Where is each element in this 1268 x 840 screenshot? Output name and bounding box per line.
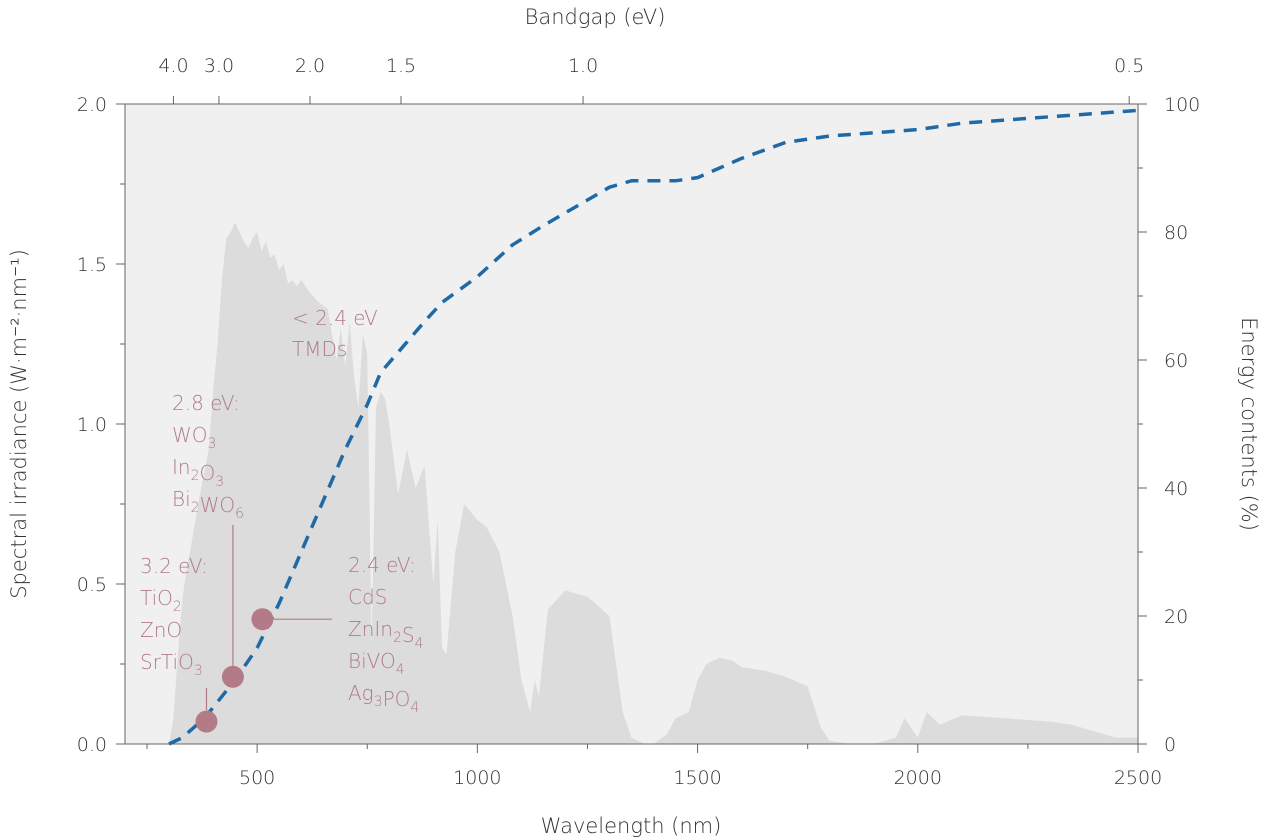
x-axis-title: Wavelength (nm) (541, 814, 722, 838)
top-tick-label: 1.5 (386, 55, 416, 77)
annotation-tmd: < 2.4 eV TMDs (292, 306, 378, 361)
top-axis-title: Bandgap (eV) (525, 5, 666, 29)
y-right-tick-label: 0 (1164, 734, 1176, 756)
annotation-line: 2.8 eV: (172, 391, 240, 415)
annotation-line: WO3 (172, 423, 216, 452)
y-left-axis-title: Spectral irradiance (W·m⁻²·nm⁻¹) (7, 249, 31, 599)
top-tick-label: 1.0 (568, 55, 598, 77)
annotation-line: SrTiO3 (140, 650, 203, 679)
marker-layer (195, 608, 274, 733)
y-left-tick-label: 1.5 (77, 254, 107, 276)
energy-layer (168, 108, 1139, 746)
y-right-tick-label: 80 (1164, 222, 1188, 244)
spectrum-layer (169, 222, 1138, 744)
x-tick-label: 2500 (1114, 767, 1162, 789)
annotation-line: < 2.4 eV (292, 306, 378, 330)
y-left-tick-label: 2.0 (77, 94, 107, 116)
y-right-axis-title: Energy contents (%) (1237, 317, 1261, 531)
y-left-tick-label: 0.5 (77, 574, 107, 596)
x-tick-label: 2000 (894, 767, 942, 789)
annotation-line: In2O3 (172, 455, 224, 490)
y-right-tick-label: 20 (1164, 606, 1188, 628)
x-tick-label: 1500 (673, 767, 721, 789)
annotation-line: BiVO4 (348, 649, 405, 678)
tick-layer: 500 1000 1500 2000 2500 0.0 0.5 1.0 1.5 2.0 0 20 40 6… (77, 55, 1200, 789)
y-left-tick-label: 1.0 (77, 414, 107, 436)
x-tick-label: 500 (239, 767, 275, 789)
annotation-line: Ag3PO4 (348, 681, 419, 716)
top-tick-label: 3.0 (204, 55, 234, 77)
top-tick-label: 0.5 (1114, 55, 1144, 77)
annotation-line: 3.2 eV: (140, 554, 208, 578)
y-left-tick-label: 0.0 (77, 734, 107, 756)
y-right-tick-label: 60 (1164, 350, 1188, 372)
y-right-tick-label: 100 (1164, 94, 1200, 116)
bandgap-marker (251, 608, 274, 631)
annotation-line: CdS (348, 585, 387, 609)
top-tick-label: 4.0 (158, 55, 188, 77)
y-right-tick-label: 40 (1164, 478, 1188, 500)
annotation-guides (205, 525, 332, 711)
annotation-3-2: 3.2 eV: TiO2 ZnO SrTiO3 (140, 554, 208, 679)
top-tick-label: 2.0 (295, 55, 325, 77)
bandgap-marker (195, 710, 218, 733)
annotation-line: Bi2WO6 (172, 487, 244, 522)
energy-contents-line (168, 108, 1139, 746)
annotation-line: ZnIn2S4 (348, 617, 424, 652)
spectral-irradiance-area (169, 222, 1138, 744)
annotation-line: ZnO (140, 618, 182, 642)
annotation-line: TiO2 (140, 586, 182, 615)
annotation-layer: 3.2 eV: TiO2 ZnO SrTiO3 2.8 eV: WO3 In2O3Bi2WO… (140, 306, 424, 716)
annotation-line: TMDs (292, 337, 347, 361)
x-tick-label: 1000 (453, 767, 501, 789)
annotation-line: 2.4 eV: (348, 553, 416, 577)
bandgap-marker (221, 665, 244, 688)
